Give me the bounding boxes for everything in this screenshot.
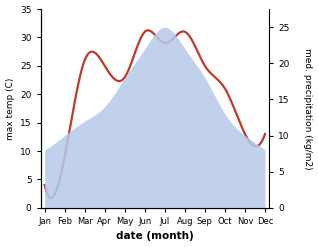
Y-axis label: med. precipitation (kg/m2): med. precipitation (kg/m2) — [303, 48, 313, 169]
X-axis label: date (month): date (month) — [116, 231, 194, 242]
Y-axis label: max temp (C): max temp (C) — [5, 77, 15, 140]
